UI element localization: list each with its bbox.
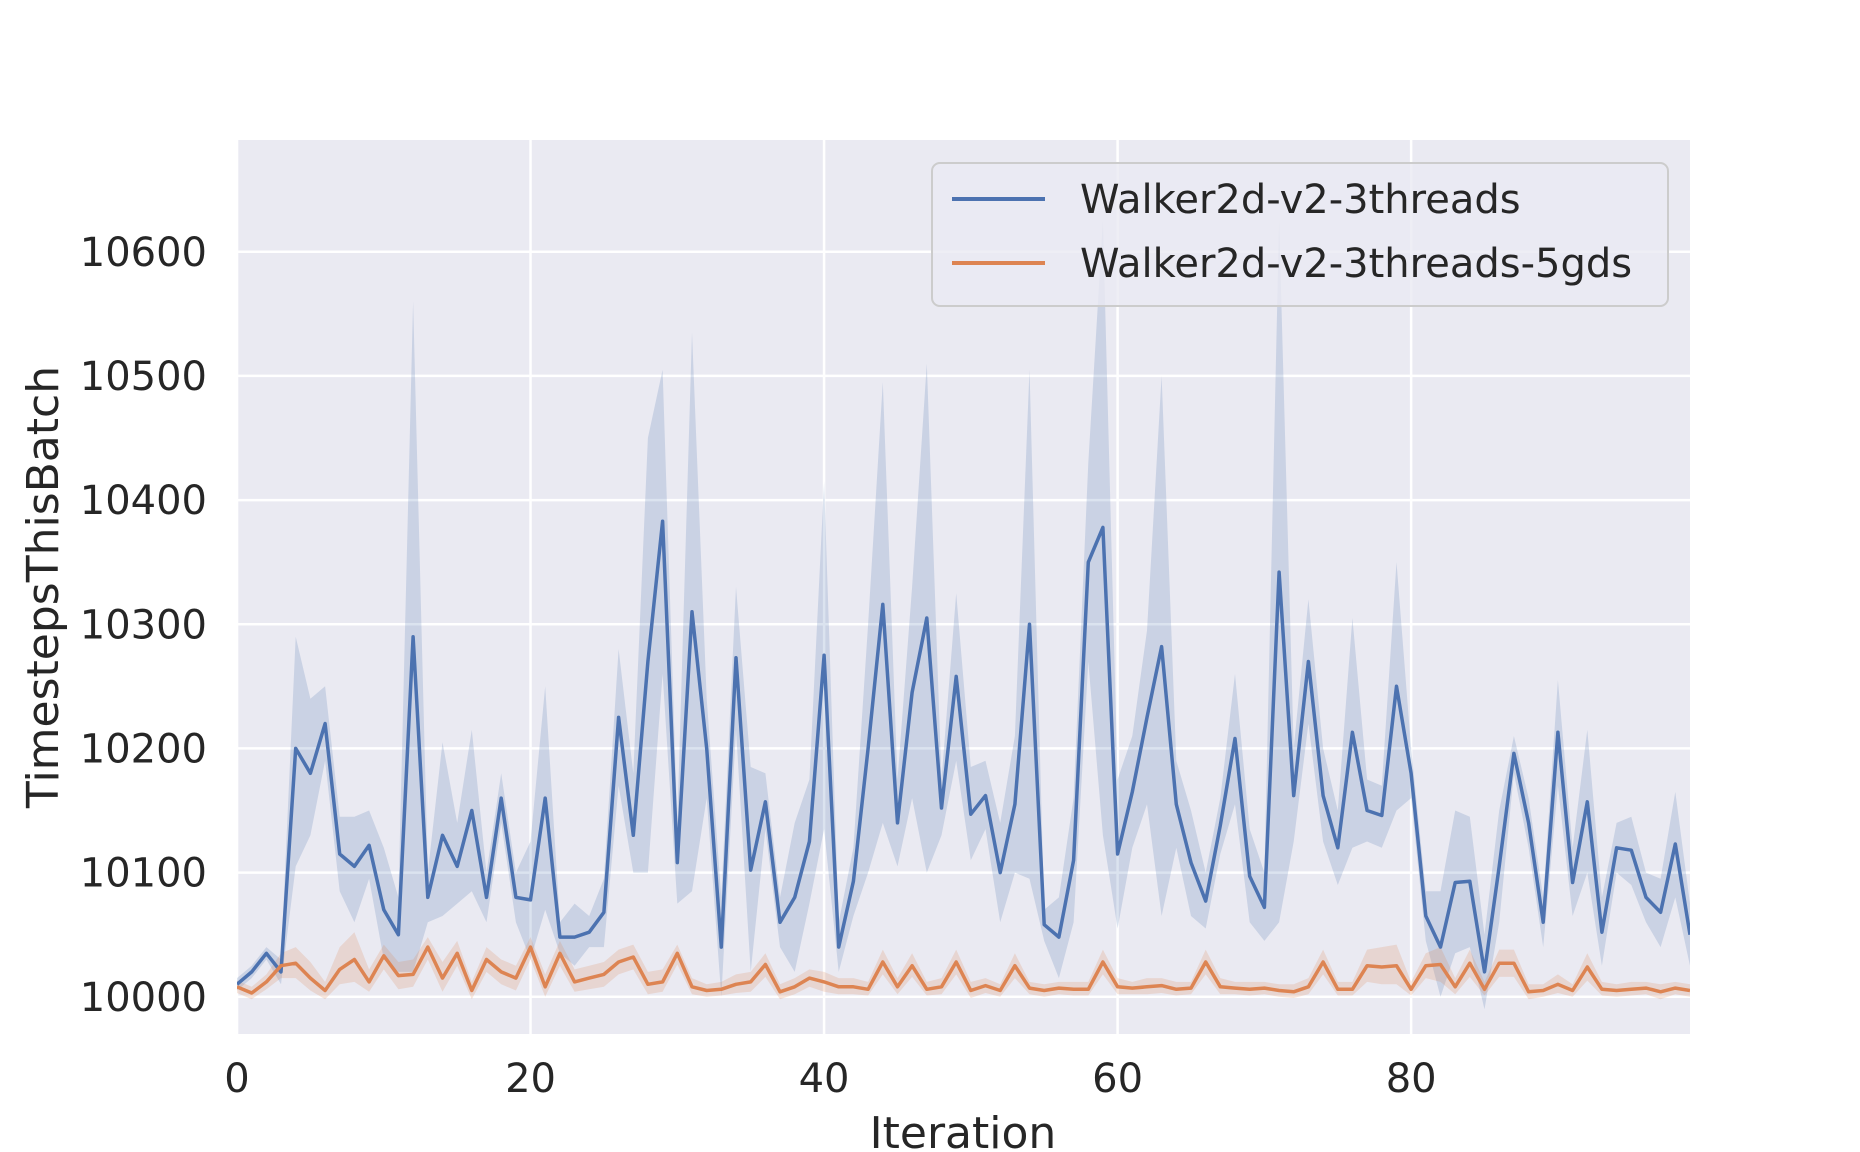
- y-tick-label: 10000: [80, 975, 207, 1021]
- x-axis-label: Iteration: [870, 1108, 1057, 1152]
- legend-label-series-1: Walker2d-v2-3threads: [1080, 177, 1521, 223]
- y-tick-label: 10600: [80, 230, 207, 276]
- y-tick-label: 10300: [80, 602, 207, 648]
- x-tick-labels: 0 20 40 60 80: [224, 1056, 1436, 1102]
- y-axis-label: TimestepsThisBatch: [18, 366, 69, 809]
- line-series-2: [237, 945, 1690, 995]
- series-lines: [237, 519, 1690, 995]
- y-tick-label: 10400: [80, 478, 207, 524]
- grid: [235, 140, 1690, 1034]
- band-series-2: [237, 932, 1690, 1000]
- y-tick-label: 10100: [80, 851, 207, 897]
- line-series-1: [237, 519, 1690, 986]
- y-tick-label: 10200: [80, 726, 207, 772]
- x-tick-label: 20: [505, 1056, 556, 1102]
- y-tick-label: 10500: [80, 354, 207, 400]
- x-tick-label: 80: [1386, 1056, 1437, 1102]
- x-tick-label: 60: [1092, 1056, 1143, 1102]
- legend-box: [931, 162, 1669, 307]
- x-tick-label: 0: [224, 1056, 249, 1102]
- x-tick-label: 40: [799, 1056, 850, 1102]
- legend: Walker2d-v2-3threads Walker2d-v2-3thread…: [931, 162, 1669, 307]
- y-tick-labels: 10000 10100 10200 10300 10400 10500 10600: [80, 230, 207, 1021]
- legend-label-series-2: Walker2d-v2-3threads-5gds: [1080, 241, 1632, 287]
